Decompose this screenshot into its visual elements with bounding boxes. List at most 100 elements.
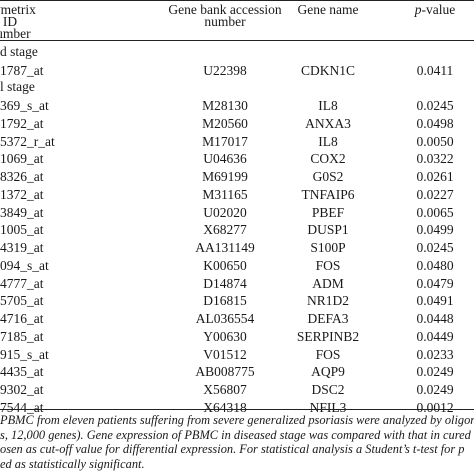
table-row: 7185_at Y00630 SERPINB2 0.0449 — [0, 329, 474, 351]
p-value: 0.0050 — [416, 133, 454, 149]
accession-number: K00650 — [203, 257, 247, 273]
header-accession: Gene bank accession number — [168, 2, 282, 29]
table-row: 1792_at M20560 ANXA3 0.0498 — [0, 116, 474, 138]
accession-number: X56807 — [203, 382, 247, 397]
gene-name: DEFA3 — [307, 311, 349, 326]
accession-number: D14874 — [203, 275, 247, 291]
p-value: 0.0065 — [416, 204, 454, 220]
section-cured-stage: d stage — [0, 44, 38, 59]
header-rule — [0, 40, 474, 41]
footnote-line: PBMC from eleven patients suffering from… — [0, 413, 474, 427]
gene-name: SERPINB2 — [296, 328, 360, 344]
footnote-line: osen as cut-off value for differential e… — [0, 442, 465, 456]
p-value: 0.0249 — [416, 382, 454, 397]
probe-id: 1792_at — [0, 115, 44, 131]
table-row: 3849_at U02020 PBEF 0.0065 — [0, 205, 474, 227]
table-row: 1069_at U04636 COX2 0.0322 — [0, 151, 474, 173]
table-row: 8326_at M69199 G0S2 0.0261 — [0, 169, 474, 191]
section-diseased-stage: l stage — [0, 79, 35, 94]
table-row: 4777_at D14874 ADM 0.0479 — [0, 276, 474, 298]
probe-id: 1372_at — [0, 186, 44, 202]
accession-number: U02020 — [203, 204, 247, 220]
probe-id: 5372_r_at — [0, 133, 55, 149]
accession-number: X64318 — [203, 399, 247, 415]
p-value: 0.0480 — [416, 257, 454, 273]
p-value: 0.0245 — [416, 98, 454, 113]
gene-name: TNFAIP6 — [301, 186, 355, 202]
accession-number: D16815 — [203, 293, 247, 309]
bottom-rule — [0, 409, 474, 410]
top-rule — [0, 0, 474, 1]
probe-id: 1069_at — [0, 151, 44, 167]
accession-number: X68277 — [203, 222, 247, 238]
gene-name: DUSP1 — [307, 222, 349, 238]
accession-number: M17017 — [202, 133, 248, 149]
probe-id: 5705_at — [0, 293, 44, 309]
gene-name: DSC2 — [311, 382, 345, 397]
p-value: 0.0233 — [416, 346, 454, 362]
accession-number: AB008775 — [195, 364, 255, 380]
probe-id: 4319_at — [0, 240, 44, 255]
table-row: 915_s_at V01512 FOS 0.0233 — [0, 347, 474, 369]
table-row: 1372_at M31165 TNFAIP6 0.0227 — [0, 187, 474, 209]
footnote-line: s, 12,000 genes). Gene expression of PBM… — [0, 427, 474, 442]
gene-name: FOS — [315, 257, 341, 273]
table-row: 9302_at X56807 DSC2 0.0249 — [0, 382, 474, 404]
gene-name: FOS — [315, 346, 341, 362]
p-value: 0.0448 — [416, 311, 454, 326]
gene-name: CDKN1C — [300, 63, 355, 78]
gene-name: ADM — [312, 275, 344, 291]
gene-name: G0S2 — [312, 169, 344, 184]
p-value: 0.0227 — [416, 186, 454, 202]
probe-id: 1787_at — [0, 63, 44, 78]
probe-id: 369_s_at — [0, 98, 49, 113]
gene-name: NR1D2 — [306, 293, 349, 309]
p-value: 0.0322 — [416, 151, 454, 167]
p-value: 0.0249 — [416, 364, 454, 380]
accession-number: M20560 — [202, 115, 248, 131]
gene-name: ANXA3 — [305, 115, 351, 131]
p-value: 0.0499 — [416, 222, 454, 238]
probe-id: 4777_at — [0, 275, 44, 291]
accession-number: AA131149 — [195, 240, 255, 255]
probe-id: 4435_at — [0, 364, 44, 380]
table-row: 7544_at X64318 NFIL3 0.0012 — [0, 400, 474, 422]
table-row: 1787_at U22398 CDKN1C 0.0411 — [0, 63, 474, 85]
header-affymetrix-id: Hymetrix ID number — [0, 2, 36, 41]
gene-name: IL8 — [318, 133, 338, 149]
table-row: 094_s_at K00650 FOS 0.0480 — [0, 258, 474, 280]
table-footnote: PBMC from eleven patients suffering from… — [0, 413, 474, 471]
probe-id: 915_s_at — [0, 346, 49, 362]
accession-number: M28130 — [202, 98, 248, 113]
probe-id: 8326_at — [0, 169, 44, 184]
accession-number: Y00630 — [203, 328, 247, 344]
probe-id: 4716_at — [0, 311, 44, 326]
p-value: 0.0498 — [416, 115, 454, 131]
probe-id: 094_s_at — [0, 257, 49, 273]
accession-number: AL036554 — [195, 311, 255, 326]
p-value: 0.0449 — [416, 328, 454, 344]
p-value: 0.0491 — [416, 293, 454, 309]
p-value: 0.0479 — [416, 275, 454, 291]
accession-number: M69199 — [202, 169, 248, 184]
p-value: 0.0261 — [416, 169, 454, 184]
footnote-line: ed as statistically significant. — [0, 456, 145, 471]
gene-name: COX2 — [310, 151, 346, 167]
probe-id: 1005_at — [0, 222, 44, 238]
probe-id: 3849_at — [0, 204, 44, 220]
table-row: 4319_at AA131149 S100P 0.0245 — [0, 240, 474, 262]
accession-number: U04636 — [203, 151, 247, 167]
header-p-value: p-value — [414, 2, 456, 17]
header-gene-name: Gene name — [297, 2, 359, 17]
accession-number: M31165 — [202, 186, 248, 202]
probe-id: 9302_at — [0, 382, 44, 397]
gene-name: PBEF — [311, 204, 345, 220]
table-row: 369_s_at M28130 IL8 0.0245 — [0, 98, 474, 120]
table-row: 5705_at D16815 NR1D2 0.0491 — [0, 293, 474, 315]
table-row: 4716_at AL036554 DEFA3 0.0448 — [0, 311, 474, 333]
p-value: 0.0012 — [416, 399, 454, 415]
probe-id: 7544_at — [0, 399, 44, 415]
gene-name: S100P — [310, 240, 346, 255]
accession-number: U22398 — [203, 63, 247, 78]
